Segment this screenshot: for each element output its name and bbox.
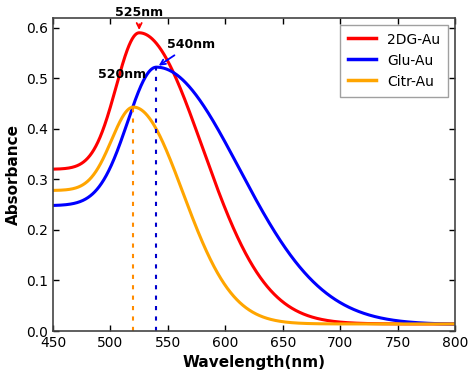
Citr-Au	[441, 322, 447, 326]
Text: 520nm: 520nm	[98, 68, 146, 81]
Citr-Au	[367, 322, 373, 326]
Glu-Au	[71, 201, 76, 206]
Glu-Au	[441, 321, 447, 326]
Glu-Au	[235, 164, 241, 169]
Glu-Au	[50, 203, 56, 208]
Glu-Au	[452, 322, 458, 326]
Glu-Au	[154, 65, 159, 70]
Citr-Au	[441, 322, 447, 326]
X-axis label: Wavelength(nm): Wavelength(nm)	[182, 355, 326, 370]
2DG-Au	[246, 257, 252, 261]
Glu-Au	[367, 313, 373, 317]
Citr-Au	[452, 322, 458, 326]
Citr-Au	[71, 186, 76, 191]
Citr-Au	[50, 188, 56, 193]
Citr-Au	[131, 105, 137, 109]
Line: Glu-Au: Glu-Au	[53, 67, 455, 324]
2DG-Au	[452, 322, 458, 326]
Citr-Au	[235, 299, 241, 303]
Line: Citr-Au: Citr-Au	[53, 107, 455, 324]
Text: 525nm: 525nm	[115, 6, 163, 28]
2DG-Au	[71, 165, 76, 169]
2DG-Au	[235, 236, 241, 241]
2DG-Au	[50, 167, 56, 171]
2DG-Au	[441, 322, 447, 326]
Legend: 2DG-Au, Glu-Au, Citr-Au: 2DG-Au, Glu-Au, Citr-Au	[340, 24, 448, 97]
Glu-Au	[246, 184, 252, 189]
Y-axis label: Absorbance: Absorbance	[6, 124, 20, 225]
2DG-Au	[441, 322, 447, 326]
2DG-Au	[367, 321, 373, 326]
Line: 2DG-Au: 2DG-Au	[53, 33, 455, 324]
Glu-Au	[441, 321, 447, 326]
Text: 540nm: 540nm	[160, 38, 215, 65]
Citr-Au	[246, 308, 252, 312]
2DG-Au	[137, 30, 142, 35]
